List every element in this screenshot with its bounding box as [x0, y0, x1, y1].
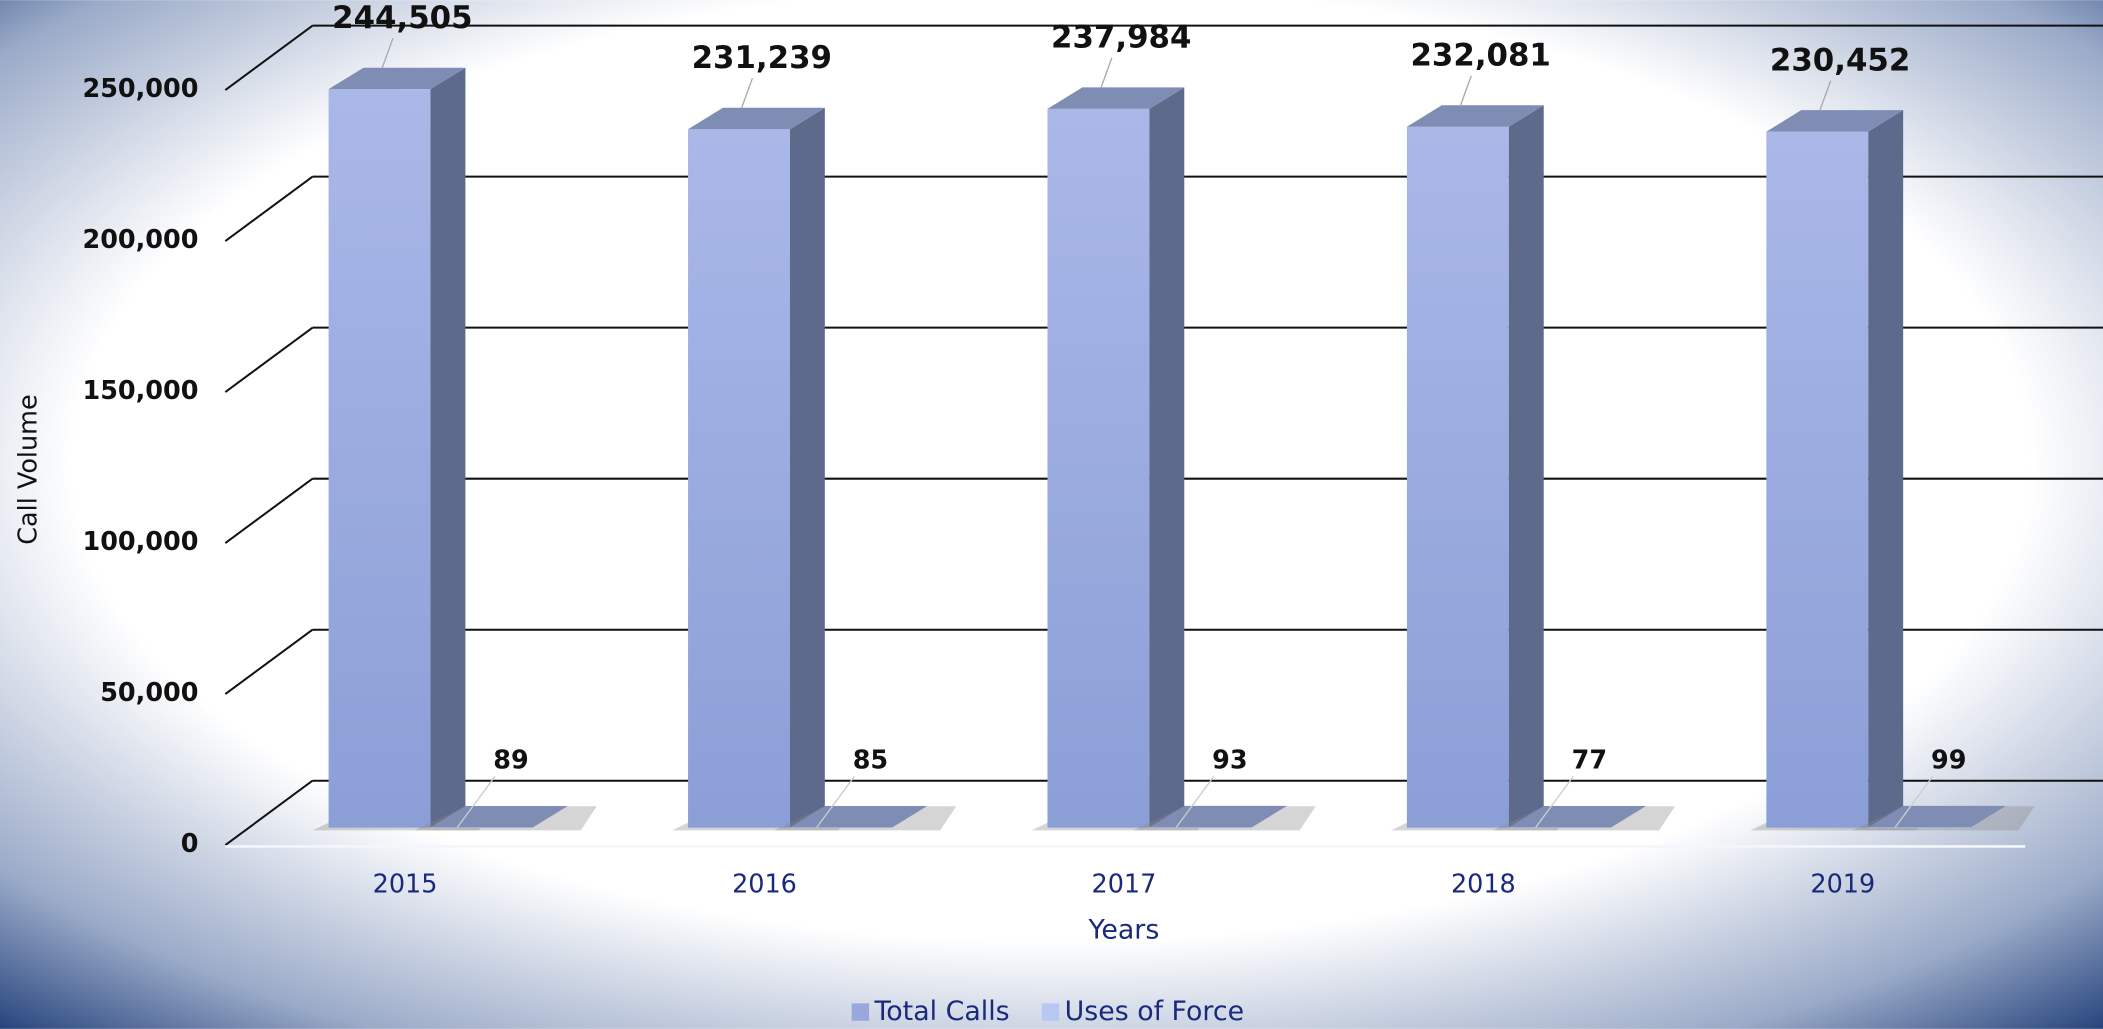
bar-side	[1868, 110, 1904, 828]
bar-top	[1868, 805, 2006, 828]
bar	[789, 827, 892, 829]
bar-top	[1047, 87, 1185, 109]
bar-side	[532, 805, 568, 828]
bar	[328, 89, 431, 828]
bar-top	[789, 805, 927, 828]
bar-side	[1970, 805, 2006, 828]
grid-line-side	[224, 477, 314, 544]
bar	[1868, 827, 1971, 829]
bar-top	[328, 67, 466, 90]
grid-line-side	[224, 175, 314, 242]
bar	[1149, 827, 1252, 829]
leader-line	[1535, 776, 1574, 828]
grid-line-side	[224, 628, 314, 695]
y-tick-label: 200,000	[82, 225, 198, 255]
bar-top	[688, 107, 825, 130]
leader-line	[456, 776, 496, 828]
x-axis-title: Years	[1088, 914, 1160, 945]
x-tick-label: 2019	[1810, 869, 1875, 899]
bar-top	[1406, 105, 1544, 127]
bar	[1508, 827, 1611, 829]
bar-side	[1251, 805, 1287, 828]
bar-top	[1766, 110, 1904, 132]
y-tick-label: 100,000	[82, 527, 198, 557]
bar-top	[1149, 805, 1287, 828]
bar-top	[1508, 805, 1646, 828]
data-label: 93	[1212, 746, 1247, 776]
legend-swatch	[851, 1003, 870, 1021]
grid-line-side	[224, 779, 314, 846]
bar-side	[789, 107, 825, 828]
bar	[1406, 126, 1509, 828]
leader-line	[741, 78, 754, 109]
bar-side	[1149, 87, 1185, 828]
x-tick-label: 2017	[1092, 869, 1157, 899]
x-tick-label: 2018	[1451, 869, 1516, 899]
bar-side	[430, 67, 466, 828]
data-label: 85	[853, 746, 888, 776]
x-tick-label: 2015	[373, 869, 438, 899]
bar-top	[430, 805, 568, 828]
data-label: 230,452	[1770, 42, 1910, 78]
data-label: 232,081	[1410, 37, 1550, 73]
data-label: 77	[1572, 746, 1607, 776]
y-tick-label: 250,000	[82, 74, 198, 104]
bar	[1047, 108, 1150, 828]
y-tick-label: 50,000	[100, 678, 198, 708]
legend-swatch	[1041, 1003, 1060, 1021]
leader-line	[816, 776, 855, 828]
legend-label: Total Calls	[873, 996, 1009, 1027]
bar-side	[891, 805, 927, 828]
grid-line-side	[224, 326, 314, 393]
y-axis-title: Call Volume	[14, 394, 44, 544]
y-tick-label: 0	[181, 829, 199, 859]
grid-line-side	[224, 24, 314, 91]
data-label: 244,505	[332, 0, 472, 36]
legend-label: Uses of Force	[1065, 996, 1245, 1027]
leader-line	[1819, 80, 1832, 111]
leader-line	[1175, 776, 1215, 828]
y-tick-label: 150,000	[82, 376, 198, 406]
leader-line	[381, 37, 394, 68]
bar-side	[1610, 805, 1646, 828]
x-tick-label: 2016	[732, 869, 797, 899]
leader-line	[1459, 75, 1472, 106]
bar-side	[1508, 105, 1544, 828]
bar	[1766, 131, 1869, 828]
bar	[430, 827, 533, 829]
data-label: 237,984	[1051, 20, 1191, 56]
data-label: 231,239	[692, 40, 832, 76]
data-label: 89	[493, 746, 528, 776]
leader-line	[1894, 776, 1934, 828]
data-label: 99	[1931, 746, 1966, 776]
bar	[688, 129, 790, 828]
leader-line	[1100, 57, 1113, 88]
